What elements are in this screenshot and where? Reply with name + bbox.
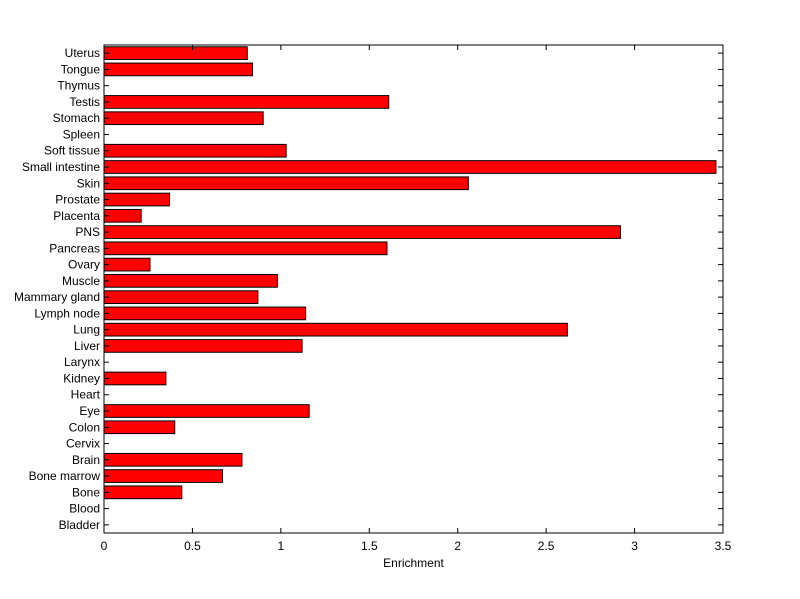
bar-prostate [103, 192, 170, 207]
y-tick-label-colon: Colon [69, 420, 100, 434]
y-tick-label-liver: Liver [74, 339, 100, 353]
bar-small-intestine [103, 160, 717, 174]
y-tick-label-bone-marrow: Bone marrow [29, 469, 101, 483]
y-tick-label-pns: PNS [75, 225, 100, 239]
y-tick-label-placenta: Placenta [53, 209, 100, 223]
y-tick-label-brain: Brain [72, 453, 100, 467]
y-tick-label-stomach: Stomach [53, 111, 100, 125]
x-tick-label: 0 [101, 539, 108, 553]
y-tick-label-thymus: Thymus [57, 79, 100, 93]
y-tick-label-kidney: Kidney [63, 371, 100, 385]
y-tick-label-soft-tissue: Soft tissue [44, 144, 100, 158]
bar-brain [103, 452, 243, 467]
y-tick-label-small-intestine: Small intestine [22, 160, 100, 174]
y-tick-label-lymph-node: Lymph node [34, 306, 100, 320]
bar-tongue [103, 62, 254, 77]
bar-bone [103, 485, 183, 500]
bar-bone-marrow [103, 469, 223, 483]
bar-lung [103, 322, 568, 337]
y-tick-label-heart: Heart [71, 388, 101, 402]
bar-kidney [103, 371, 167, 386]
y-tick-label-cervix: Cervix [66, 437, 100, 451]
y-tick-label-prostate: Prostate [55, 193, 100, 207]
y-tick-label-mammary-gland: Mammary gland [14, 290, 100, 304]
y-tick-label-ovary: Ovary [68, 258, 100, 272]
y-tick-label-larynx: Larynx [64, 355, 100, 369]
x-tick-label: 3.5 [715, 539, 732, 553]
bar-soft-tissue [103, 143, 287, 158]
plot-frame [103, 44, 724, 534]
bar-liver [103, 339, 303, 353]
y-tick-label-blood: Blood [69, 502, 100, 516]
bar-stomach [103, 111, 264, 126]
x-axis-label: Enrichment [383, 556, 444, 570]
y-tick-label-eye: Eye [79, 404, 100, 418]
y-tick-label-lung: Lung [73, 323, 100, 337]
bar-uterus [103, 46, 248, 60]
y-axis: Bladder Blood Bone Bone marrow Brain Cervix Co… [14, 46, 723, 532]
x-axis: 0 0.5 1 1.5 2 2.5 3 3.5 [101, 45, 732, 553]
y-tick-label-testis: Testis [69, 95, 100, 109]
bar-pancreas [103, 241, 388, 256]
bar-testis [103, 95, 390, 109]
bar-muscle [103, 274, 278, 288]
bar-skin [103, 176, 469, 191]
x-tick-label: 1 [278, 539, 285, 553]
x-tick-label: 0.5 [184, 539, 201, 553]
y-tick-label-tongue: Tongue [61, 62, 101, 76]
bar-lymph-node [103, 306, 307, 321]
bar-eye [103, 404, 310, 418]
bar-group [103, 46, 717, 500]
y-tick-label-skin: Skin [77, 176, 100, 190]
x-tick-label: 3 [631, 539, 638, 553]
y-tick-label-spleen: Spleen [63, 127, 100, 141]
x-tick-label: 2.5 [538, 539, 555, 553]
y-tick-label-pancreas: Pancreas [49, 241, 100, 255]
y-tick-label-muscle: Muscle [62, 274, 100, 288]
bar-pns [103, 225, 621, 239]
y-tick-label-uterus: Uterus [65, 46, 100, 60]
bar-colon [103, 420, 176, 435]
bar-ovary [103, 257, 151, 272]
y-tick-label-bone: Bone [72, 485, 100, 499]
x-tick-label: 2 [454, 539, 461, 553]
bar-placenta [103, 208, 142, 223]
x-tick-label: 1.5 [361, 539, 378, 553]
bar-mammary-gland [103, 290, 259, 304]
y-tick-label-bladder: Bladder [59, 518, 100, 532]
